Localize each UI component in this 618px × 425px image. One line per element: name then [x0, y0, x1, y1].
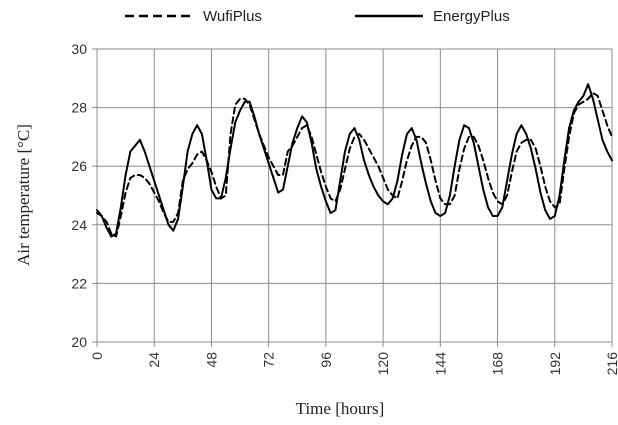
- x-tick-label: 96: [318, 352, 334, 368]
- series-lines: [96, 83, 613, 238]
- y-tick-label: 20: [71, 334, 87, 350]
- legend-item-wufiplus: WufiPlus: [125, 8, 262, 25]
- x-tick-label: 24: [146, 352, 162, 368]
- x-tick-label: 120: [375, 352, 391, 376]
- x-axis-title: Time [hours]: [296, 399, 385, 418]
- axes: [92, 48, 613, 347]
- y-tick-label: 26: [71, 158, 87, 174]
- x-tick-label: 216: [604, 352, 618, 376]
- y-tick-label: 24: [71, 217, 87, 233]
- legend-label: EnergyPlus: [433, 8, 510, 25]
- legend-item-energyplus: EnergyPlus: [355, 8, 510, 25]
- plot-frame: [96, 48, 613, 343]
- legend-label: WufiPlus: [203, 8, 262, 25]
- x-tick-label: 168: [490, 352, 506, 376]
- y-tick-label: 22: [71, 275, 87, 291]
- x-tick-label: 48: [203, 352, 219, 368]
- x-tick-label: 0: [89, 352, 105, 360]
- y-axis-title: Air temperature [°C]: [14, 124, 33, 266]
- x-tick-label: 72: [261, 352, 277, 368]
- legend: WufiPlus EnergyPlus: [125, 8, 510, 25]
- y-tick-label: 30: [71, 41, 87, 57]
- tick-labels: 20 22 24 26 28 30 0 24 48 72 96 120 144 168 192 216: [71, 41, 618, 375]
- y-tick-label: 28: [71, 100, 87, 116]
- series-line-energyplus: [96, 83, 613, 238]
- grid: [97, 49, 612, 342]
- x-tick-label: 144: [432, 352, 448, 376]
- x-tick-label: 192: [547, 352, 563, 376]
